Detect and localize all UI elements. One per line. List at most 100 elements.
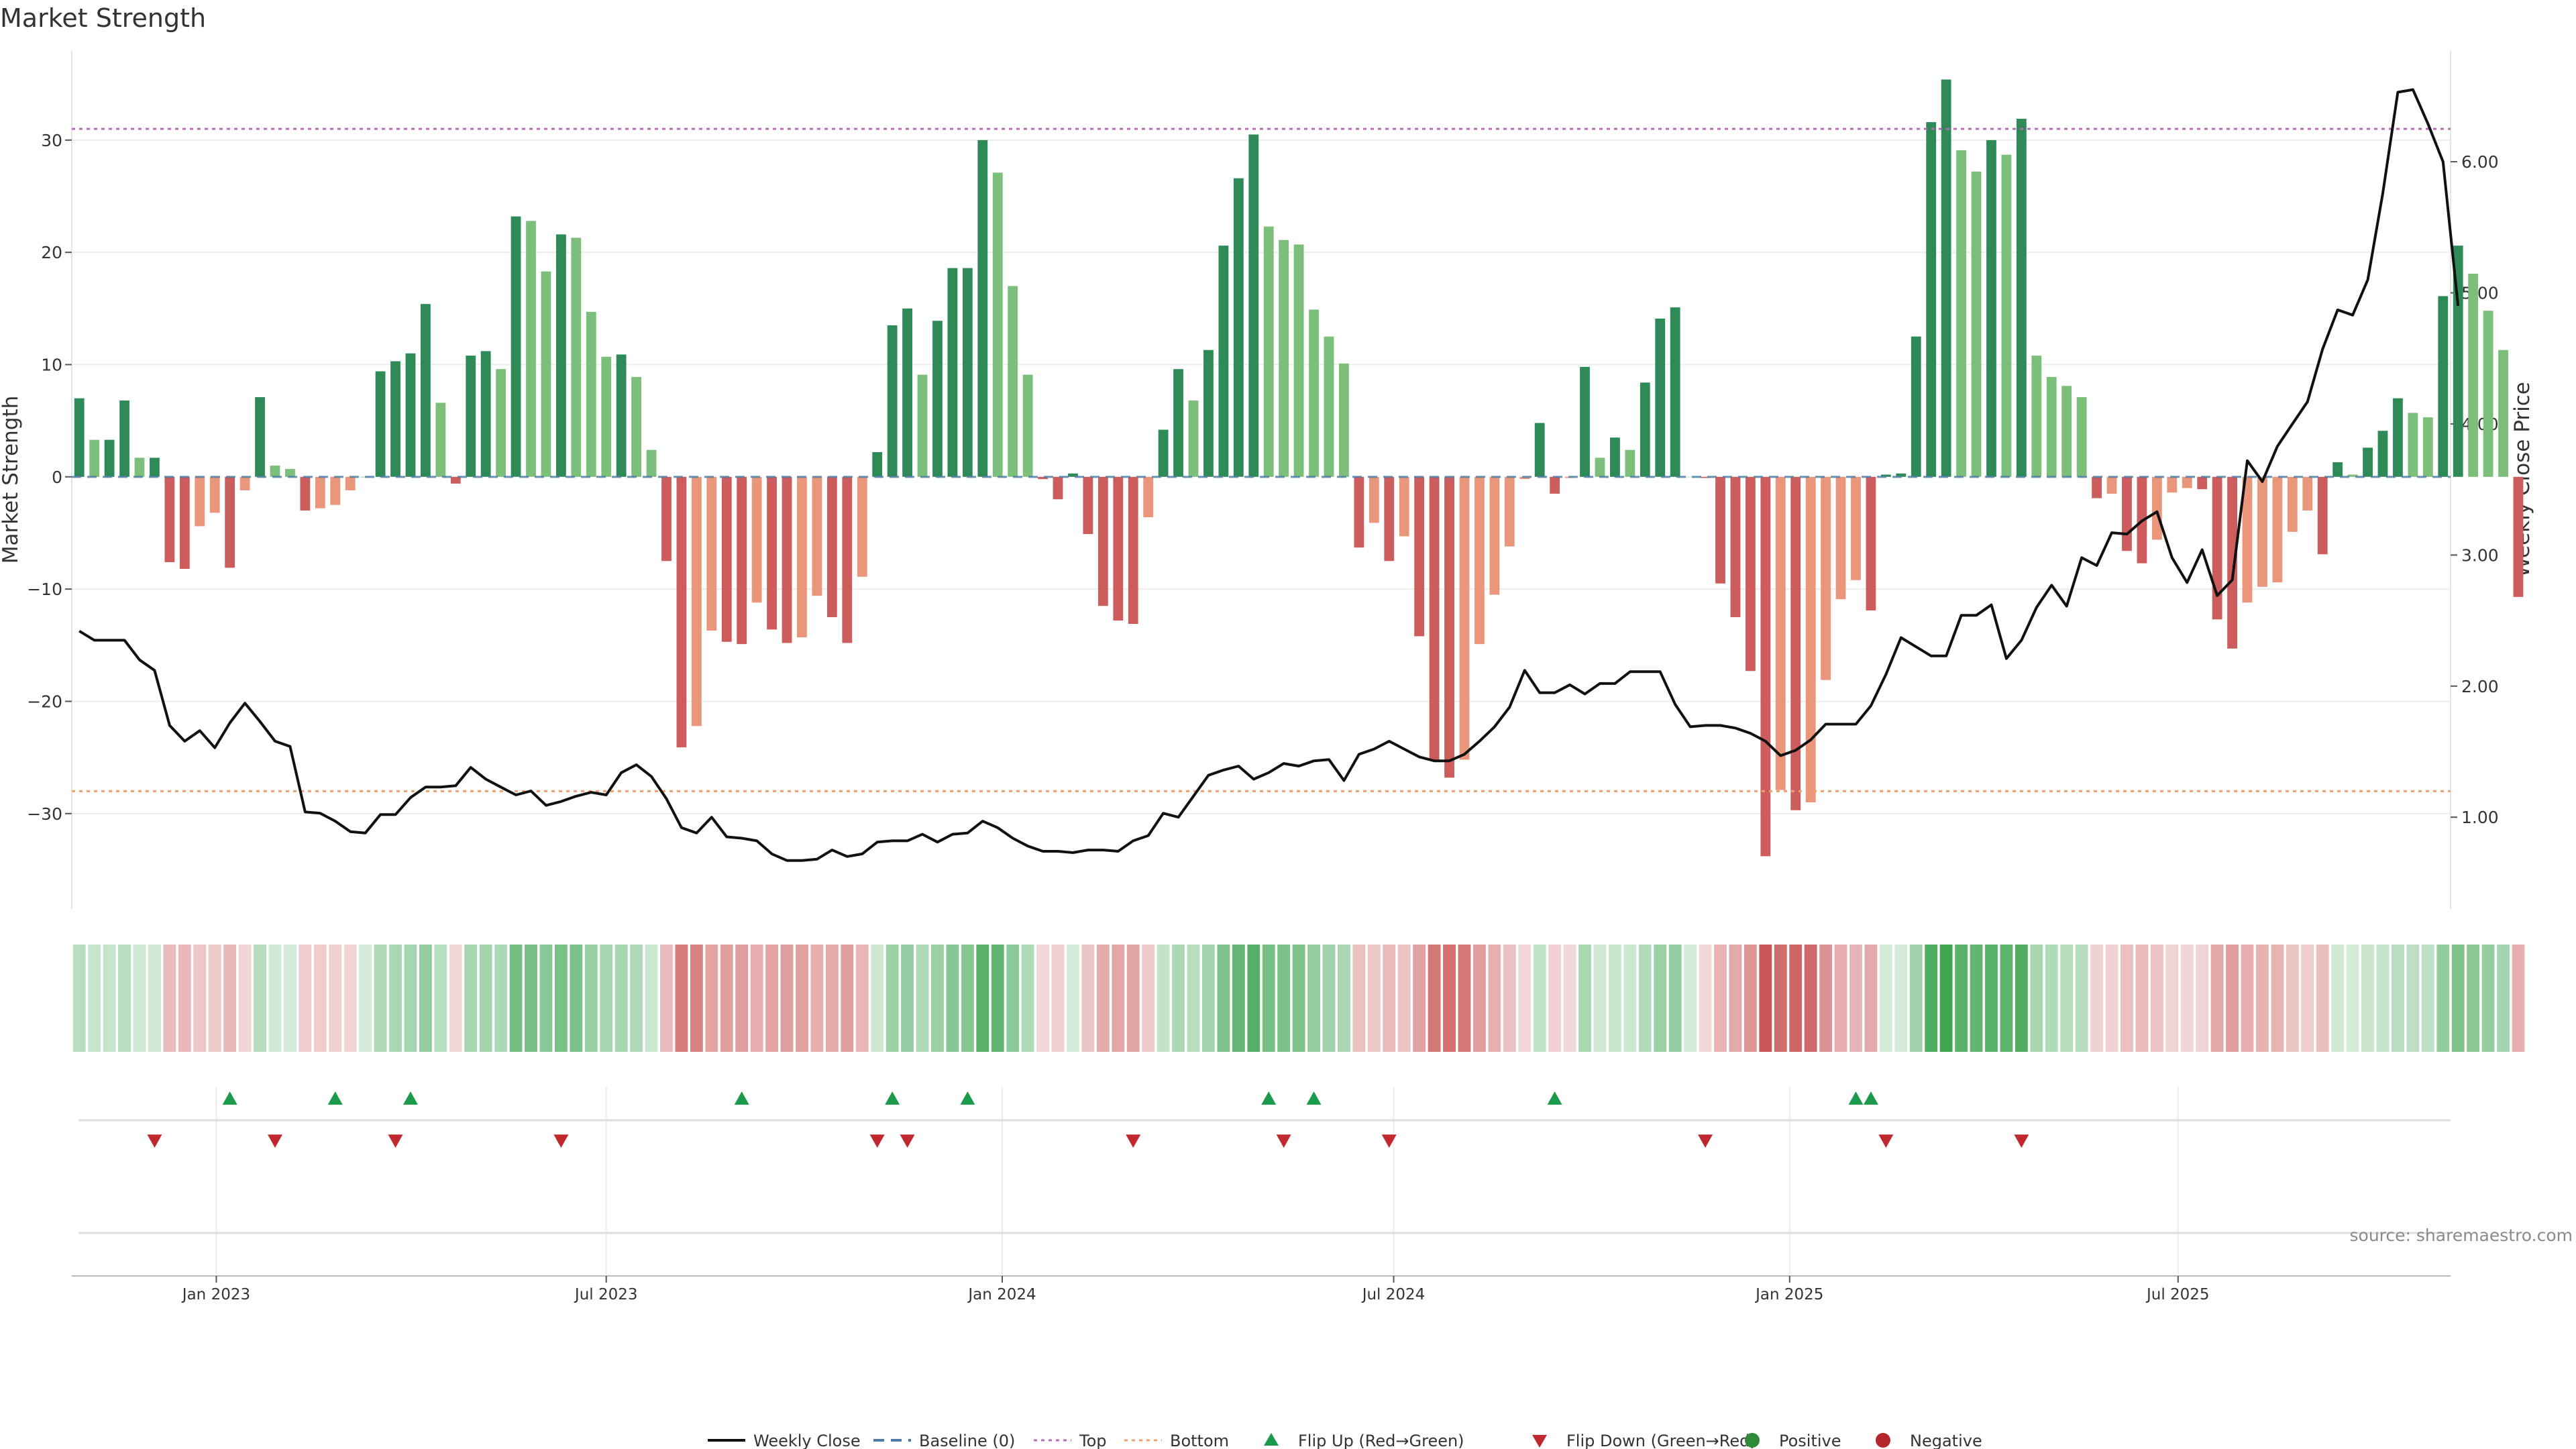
positive-strength-bar (1309, 309, 1319, 477)
positive-strength-bar (496, 369, 506, 477)
heat-cell (1533, 945, 1546, 1052)
flip-up-marker (327, 1091, 343, 1105)
negative-strength-bar (1414, 476, 1425, 637)
heat-cell (916, 945, 929, 1052)
negative-strength-bar (2513, 476, 2524, 597)
legend-item: Bottom (1124, 1432, 1229, 1449)
heat-cell (1187, 945, 1200, 1052)
date-tick-label: Jul 2025 (2145, 1286, 2210, 1303)
positive-strength-bar (1248, 134, 1259, 477)
heat-cell (991, 945, 1004, 1052)
heat-cell (1864, 945, 1878, 1052)
heat-cell (2481, 945, 2495, 1052)
flip-up-marker (1848, 1091, 1864, 1105)
weekly-close-line (78, 88, 2460, 862)
legend-item: Top (1034, 1432, 1107, 1449)
heat-cell (1909, 945, 1923, 1052)
negative-strength-bar (737, 476, 747, 645)
negative-strength-bar (1851, 476, 1861, 580)
heat-cell (178, 945, 191, 1052)
negative-strength-bar (1053, 476, 1063, 500)
heat-cell (2436, 945, 2450, 1052)
negative-strength-bar (2167, 476, 2178, 493)
negative-strength-bar (2092, 476, 2102, 498)
heat-cell (810, 945, 824, 1052)
flip-up-marker (960, 1091, 975, 1105)
negative-strength-bar (1835, 476, 1846, 600)
positive-strength-bar (2076, 397, 2087, 477)
left-tick-label: −30 (27, 804, 62, 824)
negative-strength-bar (1128, 476, 1138, 625)
flip-up-marker (1863, 1091, 1878, 1105)
positive-strength-bar (962, 268, 973, 477)
positive-strength-bar (1610, 437, 1620, 477)
heat-cell (2256, 945, 2269, 1052)
positive-strength-bar (1640, 382, 1650, 477)
positive-strength-bar (1625, 449, 1635, 477)
heat-cell (1563, 945, 1576, 1052)
positive-strength-bar (2347, 474, 2358, 477)
heat-cell (1654, 945, 1667, 1052)
negative-strength-bar (2287, 476, 2298, 532)
heat-cell (825, 945, 839, 1052)
positive-strength-bar (1956, 150, 1967, 477)
positive-strength-bar (435, 402, 446, 477)
heat-cell (238, 945, 252, 1052)
heat-cell (2301, 945, 2314, 1052)
positive-strength-bar (1926, 122, 1937, 477)
positive-strength-bar (511, 216, 521, 477)
heat-cell (1172, 945, 1185, 1052)
heat-cell (1684, 945, 1697, 1052)
negative-strength-bar (1368, 476, 1379, 523)
positive-strength-bar (1203, 350, 1214, 477)
heat-cell (2361, 945, 2374, 1052)
left-tick-label: 0 (52, 468, 62, 487)
heat-cell (404, 945, 417, 1052)
legend-label: Top (1079, 1432, 1107, 1449)
heat-cell (1894, 945, 1908, 1052)
negative-strength-bar (2242, 476, 2253, 603)
heat-cell (2497, 945, 2510, 1052)
positive-strength-bar (1670, 307, 1680, 477)
heat-cell (2135, 945, 2149, 1052)
negative-strength-bar (661, 476, 672, 561)
heat-cell (1036, 945, 1050, 1052)
positive-strength-bar (2498, 350, 2508, 477)
negative-strength-bar (2272, 476, 2283, 583)
positive-strength-bar (1158, 429, 1169, 477)
negative-strength-bar (2257, 476, 2267, 587)
heat-cell (2090, 945, 2104, 1052)
negative-strength-bar (691, 476, 702, 727)
positive-strength-bar (1580, 366, 1590, 477)
heat-cell (1383, 945, 1396, 1052)
heat-cell (2015, 945, 2028, 1052)
negative-strength-bar (706, 476, 717, 631)
heat-cell (449, 945, 462, 1052)
positive-strength-bar (1880, 474, 1891, 477)
positive-strength-bar (947, 268, 958, 477)
heat-cell (1338, 945, 1350, 1052)
heat-cell (1955, 945, 1968, 1052)
heat-cell (1743, 945, 1757, 1052)
heat-cell (675, 945, 688, 1052)
heat-cell (1668, 945, 1682, 1052)
heat-cell (359, 945, 372, 1052)
positive-strength-bar (104, 439, 115, 477)
heat-cell (750, 945, 763, 1052)
positive-strength-bar (2422, 417, 2433, 477)
heat-cell (525, 945, 537, 1052)
positive-strength-bar (1534, 423, 1545, 477)
flip-down-marker (900, 1134, 915, 1148)
positive-strength-bar (2332, 462, 2343, 477)
flip-up-marker (1261, 1091, 1277, 1105)
heat-cell (2376, 945, 2390, 1052)
legend-item: Weekly Close (708, 1432, 861, 1449)
heat-cell (419, 945, 432, 1052)
heat-cell (1096, 945, 1110, 1052)
heat-cell (2421, 945, 2434, 1052)
heat-cell (2060, 945, 2074, 1052)
chart-title: Market Strength (0, 3, 206, 33)
negative-strength-bar (2122, 476, 2132, 551)
positive-strength-bar (405, 353, 416, 477)
positive-strength-bar (2377, 431, 2388, 477)
